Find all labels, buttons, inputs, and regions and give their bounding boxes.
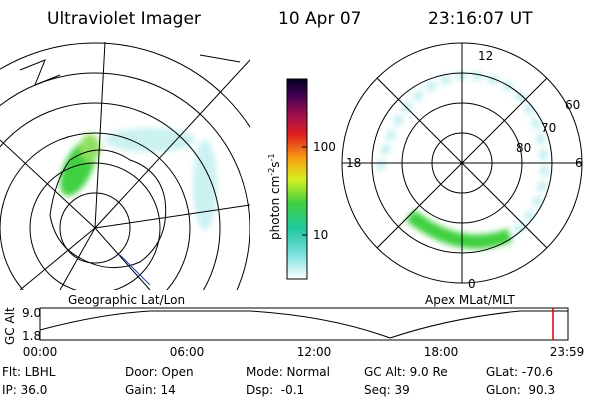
status-field: Mode: Normal (246, 365, 330, 379)
date: 10 Apr 07 (278, 9, 361, 29)
time-label: 00:00 (23, 345, 58, 359)
time-label: 06:00 (170, 345, 205, 359)
panel-label: Apex MLat/MLT (425, 293, 515, 307)
unit: photon cm (268, 176, 282, 240)
status-field: Gain: 14 (125, 383, 176, 397)
time-label: 23:59 (550, 345, 585, 359)
exponent: -2 (267, 168, 276, 176)
status-field: GLat: -70.6 (486, 365, 553, 379)
panel-label: Geographic Lat/Lon (68, 293, 185, 307)
colorbar-tick-label: 100 (313, 140, 336, 154)
exponent: -1 (267, 153, 276, 161)
y-label: 1.8 (22, 329, 41, 343)
mlat-label: 70 (541, 121, 556, 135)
time: 23:16:07 UT (428, 9, 533, 29)
mlt-label: 18 (346, 156, 361, 170)
colorbar (286, 78, 308, 280)
instrument-title: Ultraviolet Imager (47, 9, 201, 29)
time-label: 12:00 (297, 345, 332, 359)
altitude-curve (39, 310, 568, 339)
colorbar-tick-label: 10 (313, 228, 328, 242)
status-field: GLon: 90.3 (486, 383, 555, 397)
unit: s (268, 161, 282, 167)
status-field: Dsp: -0.1 (246, 383, 304, 397)
timeline-axis-label: GC Alt (3, 307, 17, 345)
y-label: 9.0 (22, 306, 41, 320)
status-field: Door: Open (125, 365, 194, 379)
status-field: GC Alt: 9.0 Re (364, 365, 448, 379)
status-field: IP: 36.0 (2, 383, 47, 397)
status-field: Flt: LBHL (2, 365, 56, 379)
status-field: Seq: 39 (364, 383, 410, 397)
time-label: 18:00 (424, 345, 459, 359)
polar-map (341, 42, 583, 284)
mlat-label: 80 (516, 141, 531, 155)
mlt-label: 12 (478, 49, 493, 63)
mlat-label: 60 (565, 98, 580, 112)
mlt-label: 0 (468, 277, 476, 291)
mlt-label: 6 (575, 156, 583, 170)
colorbar-unit: photon cm-2s-1 (267, 153, 282, 240)
geographic-map (0, 42, 250, 290)
timeline-box (39, 307, 569, 341)
